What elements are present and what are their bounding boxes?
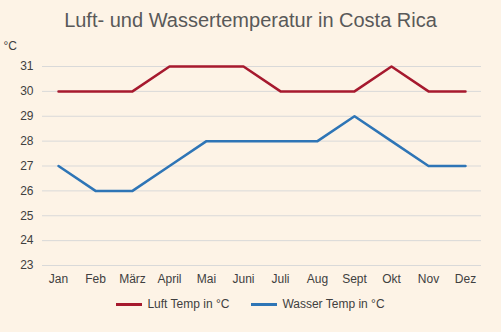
svg-text:Mai: Mai	[197, 272, 216, 286]
svg-text:°C: °C	[4, 39, 18, 53]
svg-text:26: 26	[20, 184, 34, 198]
svg-text:April: April	[157, 272, 181, 286]
svg-text:28: 28	[20, 134, 34, 148]
svg-text:31: 31	[20, 59, 34, 73]
html-text:Wasser Temp in °C: Wasser Temp in °C	[282, 297, 385, 311]
html-text:Luft- und Wassertemperatur in: Luft- und Wassertemperatur in Costa Rica	[64, 9, 437, 31]
svg-text:Juli: Juli	[271, 272, 289, 286]
svg-text:27: 27	[20, 159, 34, 173]
html-text:Luft Temp in °C: Luft Temp in °C	[147, 297, 230, 311]
svg-text:23: 23	[20, 258, 34, 272]
svg-text:März: März	[119, 272, 146, 286]
svg-text:Aug: Aug	[307, 272, 328, 286]
svg-text:Juni: Juni	[232, 272, 254, 286]
svg-text:30: 30	[20, 84, 34, 98]
svg-text:25: 25	[20, 209, 34, 223]
svg-text:Sept: Sept	[342, 272, 367, 286]
svg-text:Dez: Dez	[455, 272, 476, 286]
svg-text:Okt: Okt	[382, 272, 401, 286]
svg-text:Nov: Nov	[418, 272, 439, 286]
svg-text:29: 29	[20, 109, 34, 123]
svg-text:24: 24	[20, 233, 34, 247]
svg-text:Jan: Jan	[49, 272, 68, 286]
svg-text:Feb: Feb	[85, 272, 106, 286]
